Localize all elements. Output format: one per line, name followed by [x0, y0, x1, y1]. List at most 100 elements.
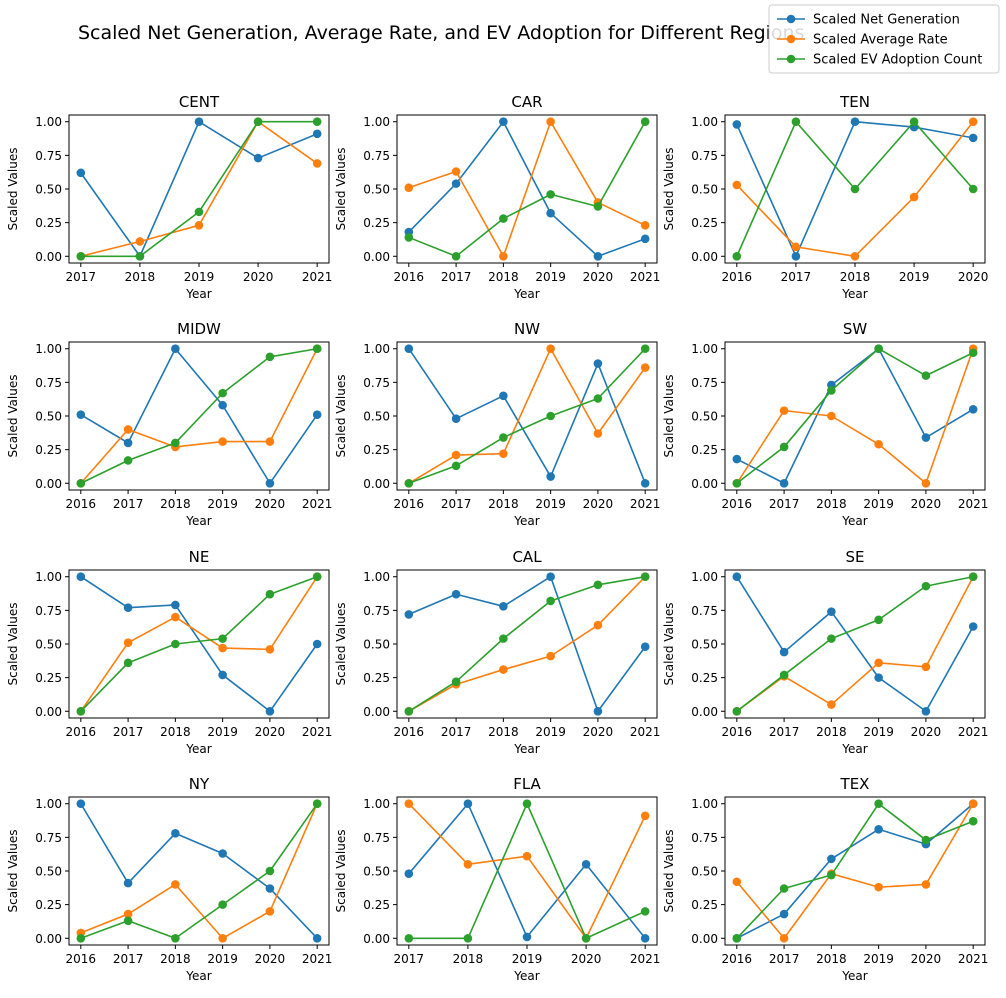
- x-axis-label: Year: [513, 969, 539, 983]
- y-tick-label: 0.25: [363, 898, 390, 912]
- data-point-scaled-net-generation: [640, 478, 650, 488]
- x-tick-label: 2019: [863, 952, 894, 966]
- y-axis-label: Scaled Values: [334, 375, 348, 458]
- axes-frame: [396, 341, 658, 491]
- y-axis-label: Scaled Values: [662, 603, 676, 686]
- data-point-scaled-average-rate: [909, 192, 919, 202]
- data-point-scaled-net-generation: [546, 572, 555, 582]
- subplot-ny: NY 0.00 0.25 0.50 0.75 1.00 2016 2017 2018 2019 20…: [6, 775, 332, 983]
- y-tick-label: 0.25: [363, 671, 390, 685]
- y-tick-label: 0.00: [35, 477, 62, 491]
- y-tick-label: 0.75: [691, 604, 718, 618]
- data-point-scaled-ev-adoption-count: [451, 251, 461, 261]
- y-tick-label: 0.50: [35, 638, 62, 652]
- data-point-scaled-average-rate: [850, 251, 860, 261]
- y-tick-label: 1.00: [691, 797, 718, 811]
- data-point-scaled-net-generation: [265, 884, 275, 893]
- subplot-cal: CAL 0.00 0.25 0.50 0.75 1.00 2016 2017 2018 2019 2…: [334, 548, 660, 756]
- figure-title: Scaled Net Generation, Average Rate, and…: [78, 22, 804, 44]
- x-tick-label: 2017: [113, 952, 144, 966]
- data-point-scaled-average-rate: [123, 638, 133, 647]
- data-point-scaled-average-rate: [874, 882, 883, 892]
- y-axis-label: Scaled Values: [334, 148, 348, 231]
- data-point-scaled-average-rate: [779, 933, 789, 943]
- x-tick-label: 2021: [630, 952, 661, 966]
- series-line-scaled-average-rate: [408, 347, 646, 484]
- subplot-tex: TEX 0.00 0.25 0.50 0.75 1.00 2016 2017 2018 2019 2…: [662, 775, 988, 983]
- y-tick-label: 0.25: [35, 898, 62, 912]
- axes-frame: [724, 114, 986, 264]
- y-axis-label: Scaled Values: [334, 830, 348, 913]
- x-tick-label: 2020: [255, 952, 286, 966]
- series-line-scaled-ev-adoption-count: [408, 121, 646, 258]
- subplot-sw: SW 0.00 0.25 0.50 0.75 1.00 2016 2017 2018 2019 20…: [662, 320, 988, 528]
- data-point-scaled-ev-adoption-count: [779, 884, 789, 893]
- x-tick-label: 2018: [453, 952, 484, 966]
- subplot-se: SE 0.00 0.25 0.50 0.75 1.00 2016 2017 2018 2019 20…: [662, 548, 988, 756]
- data-point-scaled-ev-adoption-count: [546, 596, 555, 606]
- x-tick-label: 2019: [207, 497, 238, 511]
- data-point-scaled-net-generation: [499, 602, 508, 611]
- data-point-scaled-ev-adoption-count: [968, 572, 978, 582]
- series-line-scaled-ev-adoption-count: [736, 347, 974, 484]
- data-point-scaled-net-generation: [546, 472, 555, 481]
- data-point-scaled-net-generation: [779, 478, 789, 488]
- data-point-scaled-net-generation: [312, 933, 322, 943]
- x-tick-label: 2016: [722, 725, 753, 739]
- y-tick-label: 0.00: [691, 250, 718, 264]
- y-tick-label: 0.00: [363, 250, 390, 264]
- axes-frame: [68, 569, 330, 719]
- y-tick-label: 0.75: [35, 149, 62, 163]
- x-tick-label: 2016: [394, 270, 425, 284]
- x-axis-label: Year: [841, 742, 867, 756]
- x-tick-label: 2016: [722, 952, 753, 966]
- x-tick-label: 2018: [840, 270, 871, 284]
- y-tick-label: 0.50: [35, 410, 62, 424]
- data-point-scaled-ev-adoption-count: [909, 117, 919, 127]
- y-tick-label: 0.25: [35, 443, 62, 457]
- data-point-scaled-net-generation: [171, 600, 180, 610]
- y-tick-label: 1.00: [35, 115, 62, 129]
- x-axis-label: Year: [185, 742, 211, 756]
- data-point-scaled-ev-adoption-count: [732, 933, 742, 943]
- series-line-scaled-net-generation: [80, 576, 318, 713]
- data-point-scaled-average-rate: [968, 799, 978, 809]
- data-point-scaled-average-rate: [265, 645, 275, 654]
- x-tick-label: 2018: [160, 952, 191, 966]
- data-point-scaled-net-generation: [123, 603, 133, 612]
- data-point-scaled-net-generation: [218, 849, 227, 858]
- data-point-scaled-net-generation: [779, 909, 789, 919]
- data-point-scaled-ev-adoption-count: [218, 634, 227, 643]
- data-point-scaled-average-rate: [499, 251, 508, 261]
- data-point-scaled-net-generation: [463, 799, 473, 809]
- data-point-scaled-net-generation: [779, 647, 789, 657]
- data-point-scaled-ev-adoption-count: [312, 799, 322, 809]
- subplot-title: TEX: [840, 775, 870, 793]
- data-point-scaled-ev-adoption-count: [312, 117, 322, 127]
- data-point-scaled-ev-adoption-count: [499, 214, 508, 223]
- x-tick-label: 2016: [66, 497, 97, 511]
- data-point-scaled-ev-adoption-count: [874, 799, 883, 809]
- y-axis-label: Scaled Values: [6, 603, 20, 686]
- axes-frame: [396, 796, 658, 946]
- x-tick-label: 2021: [302, 270, 333, 284]
- data-point-scaled-ev-adoption-count: [593, 202, 603, 211]
- x-axis-label: Year: [513, 742, 539, 756]
- y-tick-label: 1.00: [363, 797, 390, 811]
- data-point-scaled-ev-adoption-count: [732, 706, 742, 716]
- data-point-scaled-net-generation: [827, 607, 836, 617]
- series-line-scaled-net-generation: [408, 120, 646, 258]
- y-axis-label: Scaled Values: [662, 148, 676, 231]
- series-line-scaled-average-rate: [80, 348, 318, 484]
- y-tick-label: 0.25: [691, 671, 718, 685]
- y-tick-label: 1.00: [691, 570, 718, 584]
- data-point-scaled-ev-adoption-count: [640, 117, 650, 127]
- data-point-scaled-net-generation: [593, 251, 603, 261]
- data-point-scaled-net-generation: [827, 854, 836, 864]
- data-point-scaled-ev-adoption-count: [921, 581, 931, 591]
- axes-frame: [396, 114, 658, 264]
- data-point-scaled-net-generation: [312, 129, 322, 139]
- data-point-scaled-net-generation: [404, 610, 414, 619]
- data-point-scaled-net-generation: [451, 414, 461, 423]
- data-point-scaled-ev-adoption-count: [850, 184, 860, 194]
